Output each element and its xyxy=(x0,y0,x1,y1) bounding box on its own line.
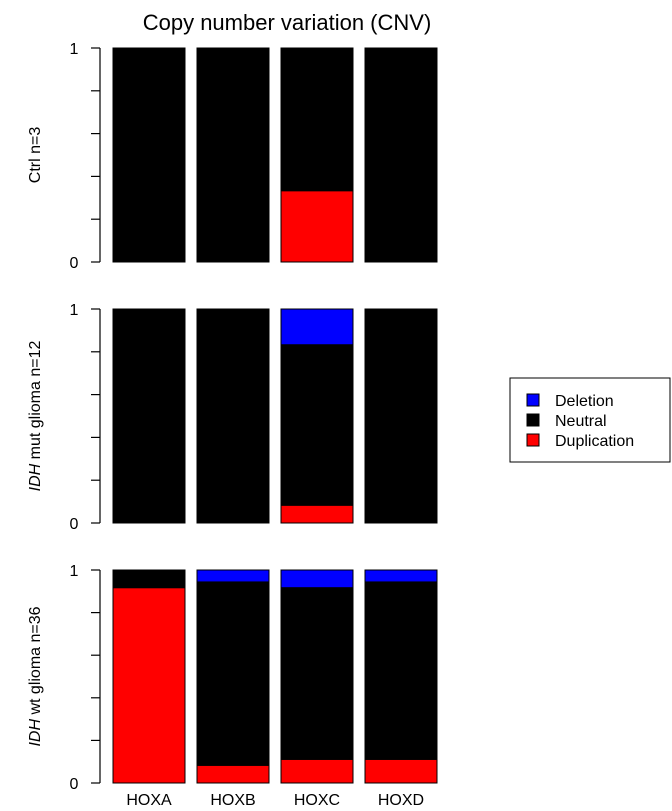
y-tick-label: 0 xyxy=(70,776,79,793)
bar-hoxb-deletion xyxy=(196,569,270,583)
bar-hoxb-neutral xyxy=(196,581,270,766)
legend-swatch-neutral xyxy=(526,413,540,427)
bar-hoxc-duplication xyxy=(280,758,354,784)
bar-hoxa-duplication xyxy=(112,587,186,784)
chart-panels: 0 1 Ctrl n=3 0 1 IDH mut glioma n=12 0 1 IDH wt … xyxy=(27,41,438,793)
bar-hoxd-deletion xyxy=(364,569,438,583)
bar-hoxc-neutral xyxy=(280,587,354,760)
panel-label: IDH wt glioma n=36 xyxy=(27,606,44,746)
panel-label: Ctrl n=3 xyxy=(27,127,44,184)
legend-swatch-deletion xyxy=(526,393,540,407)
panel-1: 0 1 Ctrl n=3 xyxy=(27,41,438,272)
x-tick-label: HOXD xyxy=(378,792,424,809)
y-tick-label: 1 xyxy=(70,302,79,319)
x-axis-labels: HOXA HOXB HOXC HOXD xyxy=(126,792,424,809)
bar-hoxd-neutral xyxy=(364,581,438,760)
x-tick-label: HOXA xyxy=(126,792,172,809)
bar-hoxa-neutral xyxy=(112,308,186,524)
y-tick-label: 1 xyxy=(70,563,79,580)
bar-hoxc-duplication xyxy=(280,190,354,263)
panel-label: IDH mut glioma n=12 xyxy=(27,341,44,492)
bar-hoxc-neutral xyxy=(280,344,354,506)
legend-swatch-duplication xyxy=(526,433,540,447)
bar-hoxc-duplication xyxy=(280,504,354,524)
bar-hoxa-neutral xyxy=(112,569,186,589)
x-tick-label: HOXB xyxy=(210,792,255,809)
bar-hoxc-deletion xyxy=(280,569,354,589)
y-tick-label: 1 xyxy=(70,41,79,58)
bar-hoxb-duplication xyxy=(196,764,270,784)
y-tick-label: 0 xyxy=(70,255,79,272)
legend: Deletion Neutral Duplication xyxy=(509,377,671,463)
bar-hoxd-duplication xyxy=(364,758,438,784)
legend-label-deletion: Deletion xyxy=(555,393,614,410)
chart-title: Copy number variation (CNV) xyxy=(143,10,432,35)
bar-hoxd-neutral xyxy=(364,47,438,263)
y-tick-label: 0 xyxy=(70,516,79,533)
bar-hoxb-neutral xyxy=(196,47,270,263)
x-tick-label: HOXC xyxy=(294,792,340,809)
legend-label-duplication: Duplication xyxy=(555,433,634,450)
panel-3: 0 1 IDH wt glioma n=36 xyxy=(27,563,438,793)
bar-hoxd-neutral xyxy=(364,308,438,524)
legend-label-neutral: Neutral xyxy=(555,413,607,430)
bar-hoxc-deletion xyxy=(280,308,354,346)
bar-hoxc-neutral xyxy=(280,47,354,192)
panel-2: 0 1 IDH mut glioma n=12 xyxy=(27,302,438,533)
bar-hoxa-neutral xyxy=(112,47,186,263)
bar-hoxb-neutral xyxy=(196,308,270,524)
